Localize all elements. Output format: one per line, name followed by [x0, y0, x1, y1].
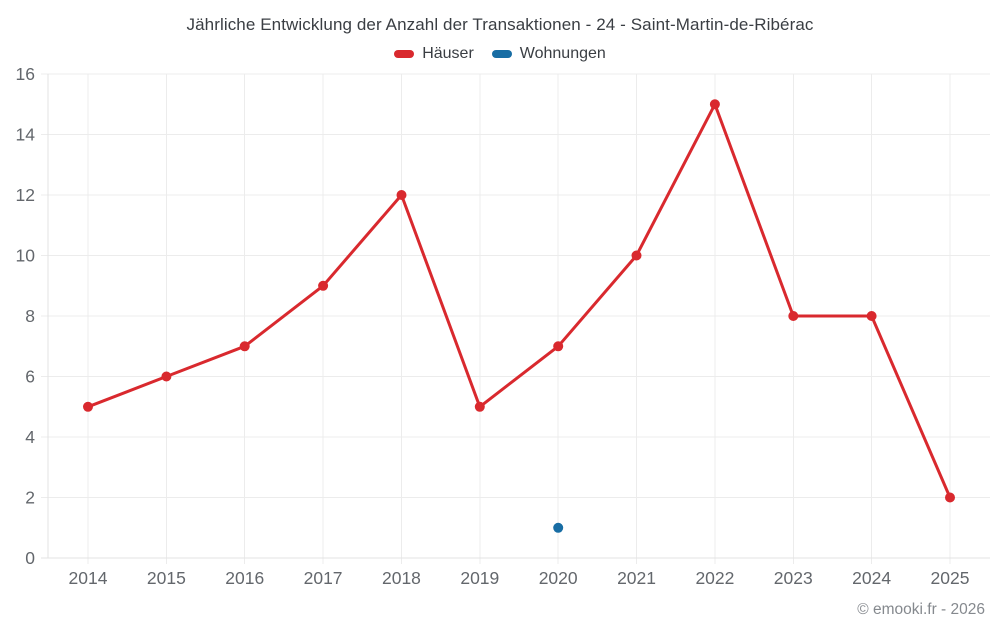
x-tick-label: 2017 [304, 568, 343, 588]
data-point-0-2022[interactable] [709, 99, 720, 110]
legend-label-wohnungen: Wohnungen [519, 45, 606, 62]
y-tick-label: 8 [25, 306, 35, 326]
y-tick-label: 10 [16, 246, 36, 266]
x-tick-label: 2025 [931, 568, 970, 588]
y-tick-label: 12 [16, 185, 35, 205]
legend-label-hauser: Häuser [422, 45, 474, 62]
legend-swatch-hauser [394, 50, 415, 58]
data-point-0-2015[interactable] [161, 371, 172, 382]
y-tick-label: 6 [25, 367, 35, 387]
y-tick-label: 2 [25, 488, 35, 508]
watermark: © emooki.fr - 2026 [857, 601, 985, 618]
x-tick-label: 2020 [539, 568, 578, 588]
y-tick-label: 16 [16, 64, 35, 84]
data-point-0-2023[interactable] [788, 311, 799, 321]
x-tick-label: 2023 [774, 568, 813, 588]
data-point-0-2017[interactable] [318, 280, 329, 291]
x-tick-label: 2018 [382, 568, 421, 588]
data-point-0-2021[interactable] [631, 250, 642, 261]
data-point-0-2016[interactable] [239, 341, 250, 352]
legend-swatch-wohnungen [491, 50, 512, 58]
x-tick-label: 2016 [225, 568, 264, 588]
x-tick-label: 2022 [695, 568, 734, 588]
x-tick-label: 2015 [147, 568, 186, 588]
data-point-0-2019[interactable] [474, 401, 485, 412]
data-point-0-2014[interactable] [83, 401, 93, 412]
y-tick-label: 14 [16, 125, 36, 145]
y-tick-label: 4 [25, 427, 35, 447]
x-tick-label: 2019 [460, 568, 499, 588]
x-tick-label: 2021 [617, 568, 656, 588]
chart-legend: Häuser Wohnungen [0, 45, 1000, 63]
data-point-0-2025[interactable] [945, 492, 955, 503]
data-point-0-2024[interactable] [866, 311, 877, 321]
series-line-0 [86, 102, 952, 499]
data-point-0-2020[interactable] [553, 341, 564, 352]
legend-item-wohnungen[interactable]: Wohnungen [491, 45, 606, 63]
x-tick-label: 2014 [69, 568, 108, 588]
data-point-1-2020[interactable] [553, 522, 564, 533]
legend-item-hauser[interactable]: Häuser [394, 45, 474, 63]
x-tick-label: 2024 [852, 568, 891, 588]
y-tick-label: 0 [25, 548, 35, 568]
data-point-0-2018[interactable] [396, 190, 407, 200]
chart-title: Jährliche Entwicklung der Anzahl der Tra… [186, 15, 814, 34]
